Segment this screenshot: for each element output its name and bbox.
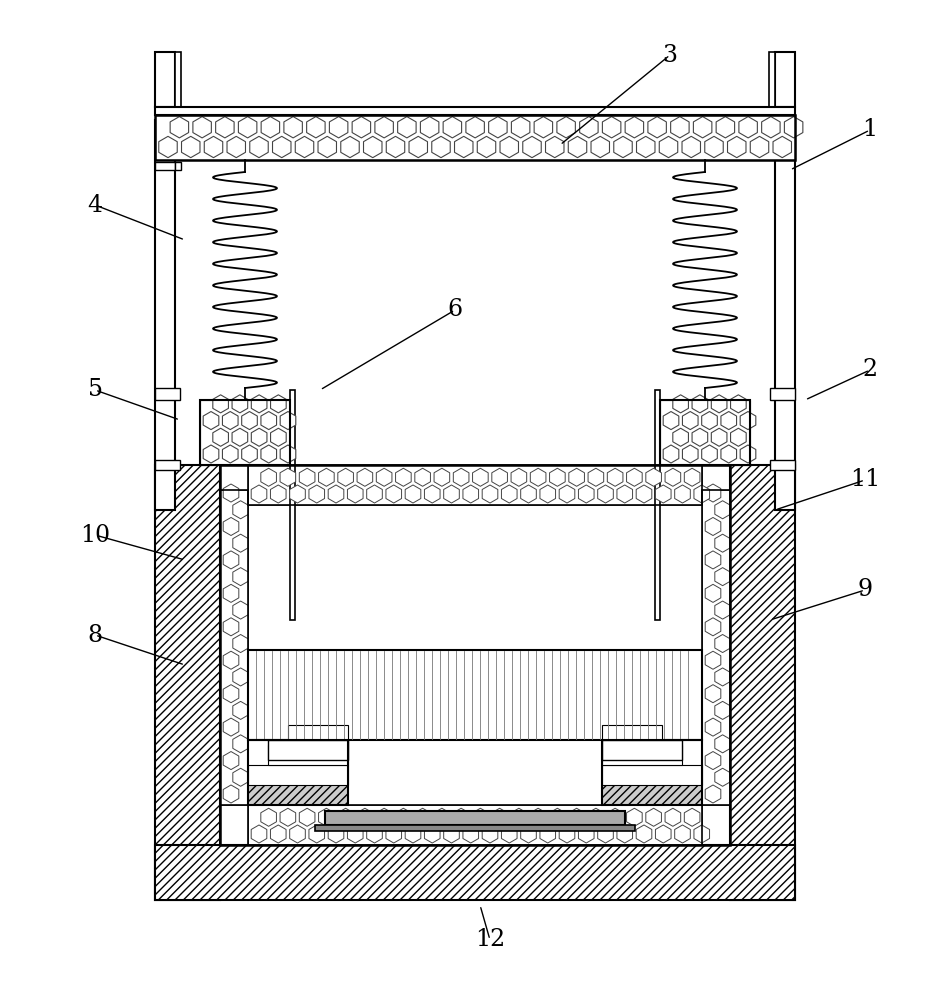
Bar	[175, 52, 181, 107]
Bar	[248, 765, 348, 785]
Bar	[268, 740, 348, 760]
Bar	[248, 805, 702, 845]
Bar	[155, 388, 180, 400]
Bar	[730, 465, 795, 900]
Bar	[602, 745, 682, 765]
Bar	[325, 811, 625, 825]
Bar	[155, 465, 220, 900]
Text: 5: 5	[87, 378, 103, 401]
Text: 6: 6	[447, 298, 462, 322]
Bar	[155, 460, 180, 470]
Bar	[775, 120, 795, 510]
Text: 12: 12	[475, 928, 505, 952]
Bar	[315, 825, 635, 831]
Bar	[248, 805, 702, 845]
Bar	[155, 115, 795, 160]
Bar	[288, 725, 348, 745]
Bar	[268, 745, 348, 765]
Bar	[655, 390, 660, 620]
Bar	[248, 785, 348, 805]
Bar	[200, 400, 290, 465]
Bar	[770, 460, 795, 470]
Text: 4: 4	[87, 194, 103, 217]
Bar	[248, 465, 702, 505]
Bar	[660, 400, 750, 465]
Bar	[602, 765, 702, 785]
Text: 11: 11	[850, 468, 880, 491]
Bar	[155, 162, 175, 170]
Bar	[660, 400, 750, 465]
Text: 10: 10	[80, 524, 110, 546]
Bar	[702, 490, 730, 805]
Bar	[770, 388, 795, 400]
Bar	[290, 390, 295, 620]
Bar	[220, 490, 248, 805]
Bar	[775, 52, 795, 107]
Bar	[200, 400, 290, 465]
Bar	[220, 465, 730, 845]
Text: 2: 2	[863, 359, 878, 381]
Text: 3: 3	[663, 43, 677, 66]
Bar	[702, 490, 730, 805]
Bar	[602, 740, 682, 760]
Bar	[602, 725, 662, 745]
Bar	[155, 120, 175, 510]
Bar	[155, 115, 795, 160]
Bar	[155, 107, 795, 115]
Bar	[220, 490, 248, 805]
Bar	[769, 52, 775, 107]
Bar	[175, 162, 181, 170]
Bar	[155, 52, 175, 107]
Bar	[248, 740, 348, 805]
Bar	[602, 740, 702, 805]
Bar	[248, 650, 702, 740]
Bar	[602, 785, 702, 805]
Text: 8: 8	[87, 624, 103, 647]
Text: 9: 9	[858, 578, 873, 601]
Bar	[155, 845, 795, 900]
Bar	[248, 465, 702, 505]
Text: 1: 1	[863, 118, 878, 141]
